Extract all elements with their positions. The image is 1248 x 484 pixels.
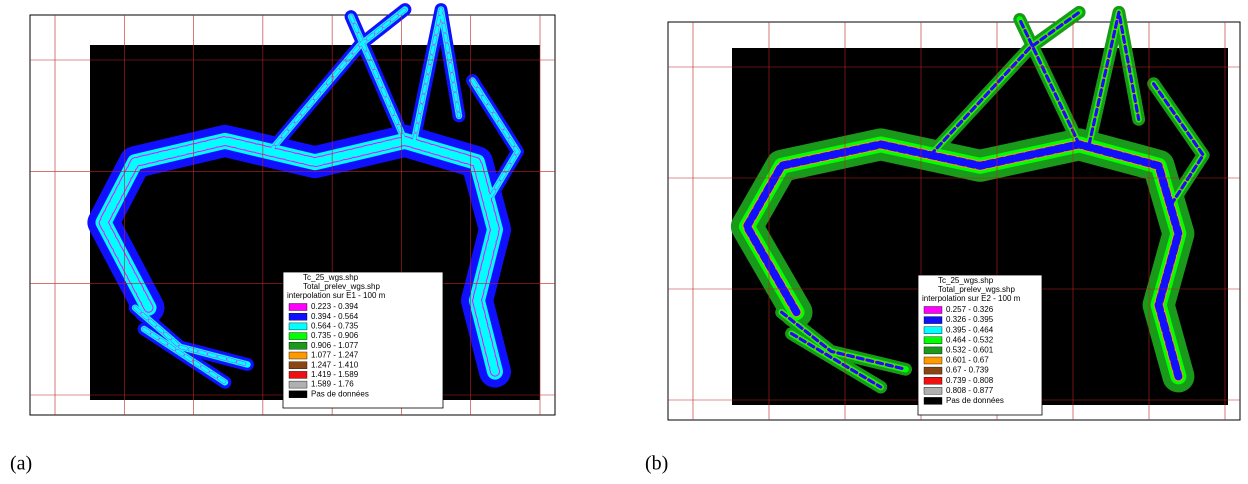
- legend-label: 0.394 - 0.564: [311, 312, 359, 321]
- legend-swatch: [924, 377, 942, 384]
- legend-label: 0.532 - 0.601: [946, 346, 994, 355]
- legend-label: Pas de données: [946, 396, 1004, 405]
- legend-label: 1.247 - 1.410: [311, 360, 359, 369]
- panel-label: (b): [645, 453, 668, 475]
- legend-swatch: [924, 357, 942, 364]
- legend-title: interpolation sur E2 - 100 m: [922, 294, 1021, 303]
- legend-label: 0.808 - 0.877: [946, 386, 994, 395]
- panel-label: (a): [10, 453, 32, 475]
- legend-label: 1.077 - 1.247: [311, 351, 359, 360]
- legend-swatch: [289, 342, 307, 349]
- figure: Tc_25_wgs.shpTotal_prelev_wgs.shpinterpo…: [0, 0, 1248, 484]
- legend-swatch: [924, 397, 942, 404]
- legend-swatch: [289, 362, 307, 369]
- legend-label: 0.395 - 0.464: [946, 325, 994, 334]
- legend-swatch: [289, 313, 307, 320]
- legend-layer: Total_prelev_wgs.shp: [938, 285, 1015, 294]
- legend-layer: Total_prelev_wgs.shp: [303, 282, 380, 291]
- legend-label: Pas de données: [311, 389, 369, 398]
- legend-label: 0.326 - 0.395: [946, 315, 994, 324]
- legend-swatch: [289, 304, 307, 311]
- legend-swatch: [924, 327, 942, 334]
- legend-label: 0.906 - 1.077: [311, 341, 359, 350]
- legend-swatch: [924, 387, 942, 394]
- legend-label: 0.739 - 0.808: [946, 376, 994, 385]
- legend-swatch: [289, 371, 307, 378]
- legend-swatch: [924, 367, 942, 374]
- legend-layer: Tc_25_wgs.shp: [938, 276, 994, 285]
- legend-swatch: [289, 391, 307, 398]
- legend-swatch: [289, 352, 307, 359]
- legend-swatch: [924, 347, 942, 354]
- legend-label: 1.419 - 1.589: [311, 370, 359, 379]
- legend-label: 0.67 - 0.739: [946, 366, 989, 375]
- legend-label: 0.601 - 0.67: [946, 356, 989, 365]
- legend-label: 0.257 - 0.326: [946, 305, 994, 314]
- legend-label: 0.564 - 0.735: [311, 322, 359, 331]
- legend-label: 0.464 - 0.532: [946, 335, 994, 344]
- legend-label: 0.735 - 0.906: [311, 331, 359, 340]
- legend-swatch: [289, 323, 307, 330]
- legend-swatch: [924, 307, 942, 314]
- legend-label: 1.589 - 1.76: [311, 380, 354, 389]
- legend-label: 0.223 - 0.394: [311, 302, 359, 311]
- legend-swatch: [289, 381, 307, 388]
- legend-swatch: [924, 337, 942, 344]
- legend-swatch: [289, 333, 307, 340]
- legend-swatch: [924, 317, 942, 324]
- legend-title: interpolation sur E1 - 100 m: [287, 291, 386, 300]
- legend-layer: Tc_25_wgs.shp: [303, 273, 359, 282]
